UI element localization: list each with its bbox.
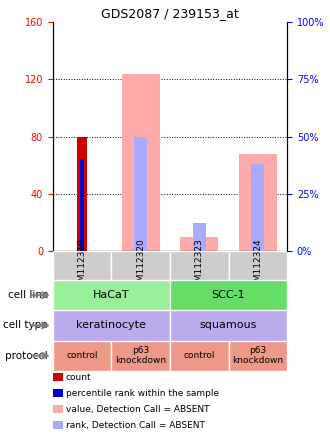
Bar bbox=[134, 137, 147, 251]
Text: cell line: cell line bbox=[8, 290, 48, 300]
Text: count: count bbox=[66, 373, 92, 382]
Text: protocol: protocol bbox=[5, 351, 48, 361]
Text: GSM112319: GSM112319 bbox=[78, 238, 86, 293]
Bar bbox=[112, 341, 170, 371]
Text: squamous: squamous bbox=[200, 321, 257, 330]
Bar bbox=[170, 280, 287, 310]
Bar bbox=[239, 154, 277, 251]
Text: value, Detection Call = ABSENT: value, Detection Call = ABSENT bbox=[66, 405, 210, 414]
Text: control: control bbox=[66, 351, 98, 360]
Bar bbox=[251, 164, 264, 251]
Bar bbox=[78, 137, 87, 251]
Bar bbox=[53, 280, 170, 310]
Bar bbox=[193, 223, 206, 251]
Text: p63
knockdown: p63 knockdown bbox=[115, 346, 166, 365]
Bar bbox=[170, 341, 229, 371]
Bar bbox=[80, 159, 84, 251]
Title: GDS2087 / 239153_at: GDS2087 / 239153_at bbox=[101, 7, 239, 20]
Text: control: control bbox=[183, 351, 215, 360]
Text: cell type: cell type bbox=[4, 321, 48, 330]
Bar bbox=[170, 310, 287, 341]
Text: percentile rank within the sample: percentile rank within the sample bbox=[66, 389, 219, 398]
Text: GSM112323: GSM112323 bbox=[195, 238, 204, 293]
Bar bbox=[53, 341, 112, 371]
Bar bbox=[122, 74, 160, 251]
Bar bbox=[53, 251, 112, 280]
Text: HaCaT: HaCaT bbox=[93, 290, 130, 300]
Text: rank, Detection Call = ABSENT: rank, Detection Call = ABSENT bbox=[66, 421, 205, 430]
Bar bbox=[229, 251, 287, 280]
Text: SCC-1: SCC-1 bbox=[212, 290, 245, 300]
Text: GSM112324: GSM112324 bbox=[253, 238, 262, 293]
Bar bbox=[229, 341, 287, 371]
Bar bbox=[170, 251, 229, 280]
Bar bbox=[112, 251, 170, 280]
Text: GSM112320: GSM112320 bbox=[136, 238, 145, 293]
Text: keratinocyte: keratinocyte bbox=[77, 321, 146, 330]
Text: p63
knockdown: p63 knockdown bbox=[232, 346, 283, 365]
Bar bbox=[53, 310, 170, 341]
Bar bbox=[180, 237, 218, 251]
